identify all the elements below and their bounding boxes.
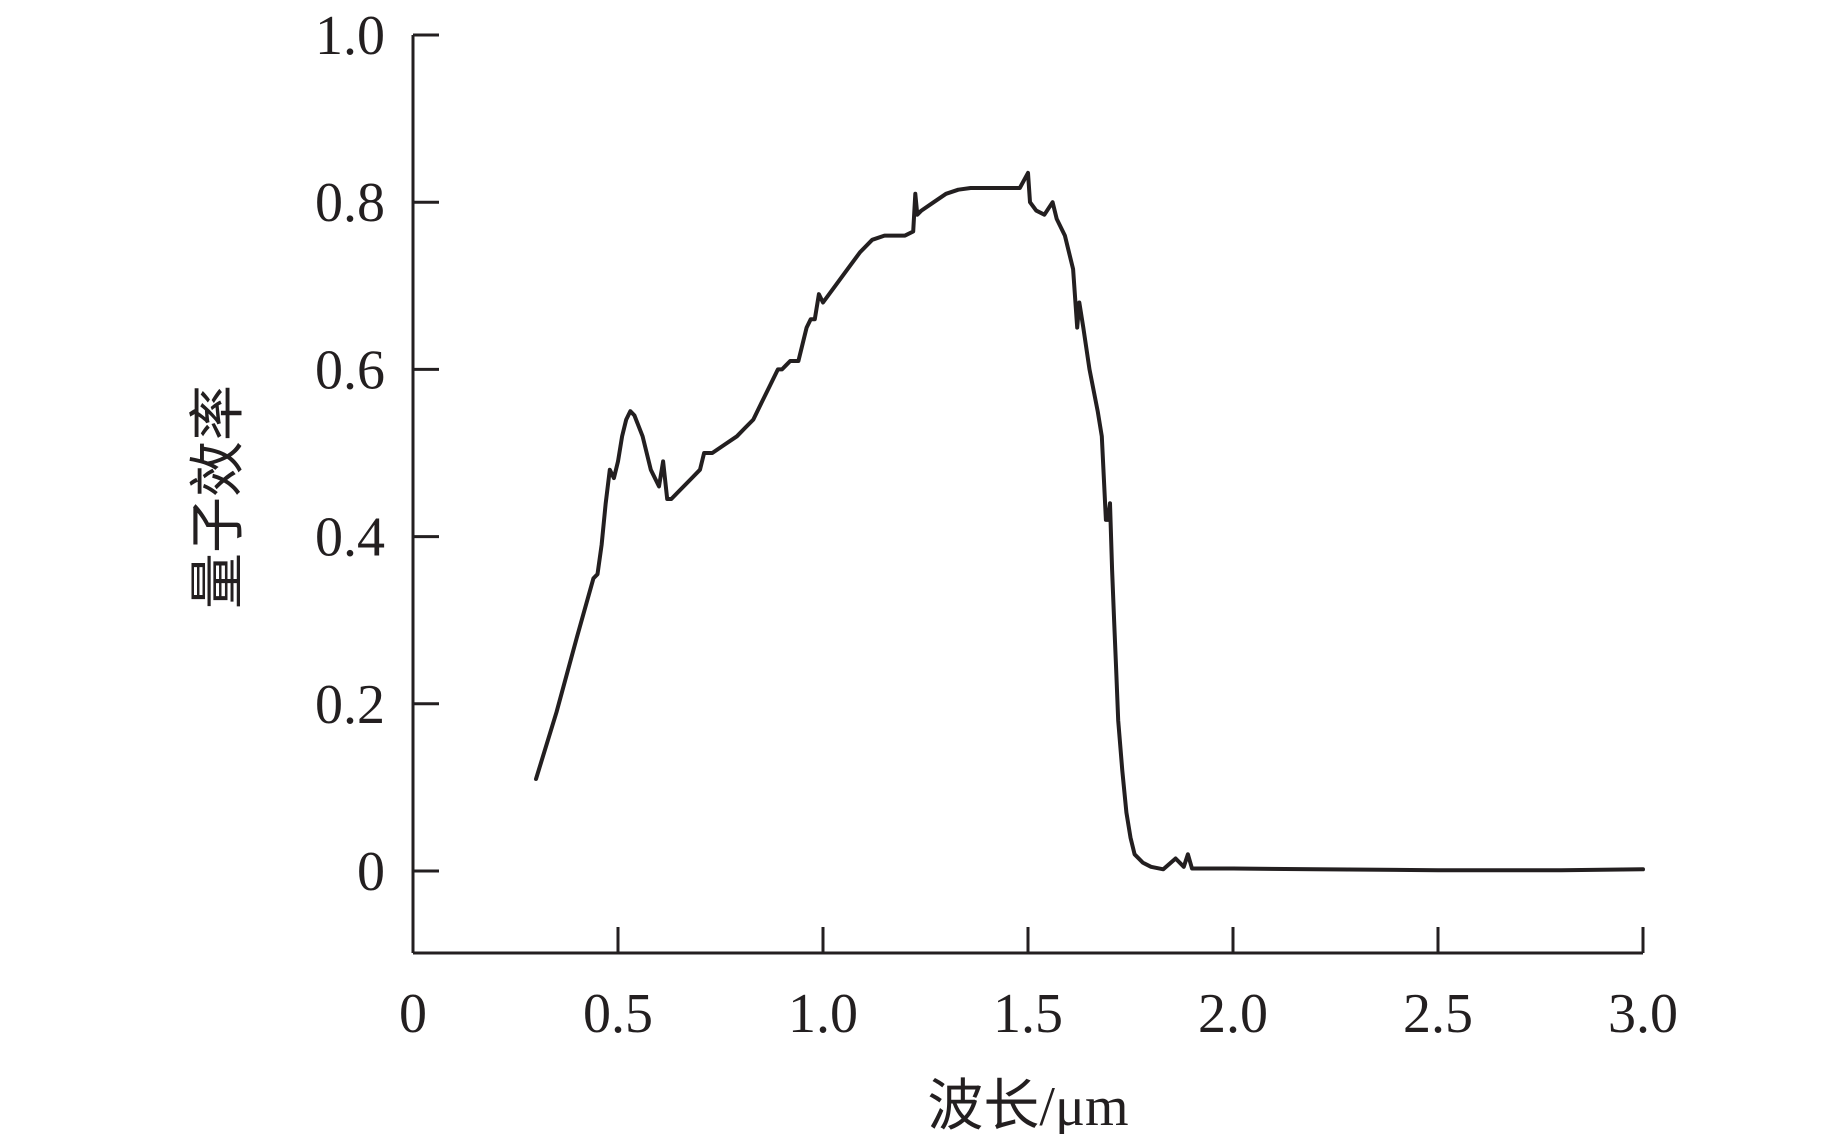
x-tick-label: 1.0 xyxy=(788,983,858,1045)
series-group xyxy=(534,170,1645,873)
y-ticks: 0 0.2 0.4 0.6 0.8 1.0 xyxy=(315,5,439,903)
x-tick-label: 2.5 xyxy=(1403,983,1473,1045)
x-tick-label: 0 xyxy=(399,983,427,1045)
x-ticks: 0 0.5 1.0 1.5 2.0 2.5 3.0 xyxy=(399,927,1678,1045)
series-line xyxy=(534,170,1645,873)
x-tick-label: 0.5 xyxy=(583,983,653,1045)
y-tick-label: 0.2 xyxy=(315,674,385,736)
y-axis-title: 量子效率 xyxy=(188,385,250,609)
x-tick-label: 3.0 xyxy=(1608,983,1678,1045)
x-tick-label: 2.0 xyxy=(1198,983,1268,1045)
y-tick-label: 0.4 xyxy=(315,507,385,569)
y-tick-label: 0 xyxy=(357,841,385,903)
y-tick-label: 0.8 xyxy=(315,172,385,234)
x-axis-title: 波长/μm xyxy=(927,1076,1128,1134)
y-tick-label: 1.0 xyxy=(315,5,385,67)
x-tick-label: 1.5 xyxy=(993,983,1063,1045)
y-tick-label: 0.6 xyxy=(315,339,385,401)
